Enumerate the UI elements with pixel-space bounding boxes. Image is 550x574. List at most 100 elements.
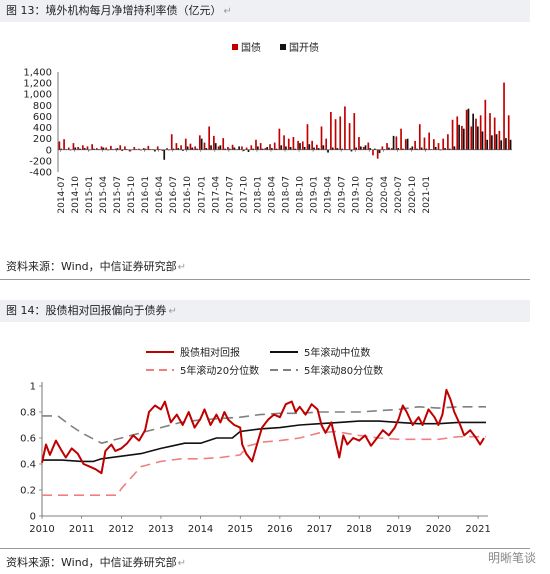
bar-treasury xyxy=(484,99,487,150)
bar-policy-bank xyxy=(74,147,77,150)
bar-treasury xyxy=(479,115,482,150)
bar-policy-bank xyxy=(172,148,175,150)
bar-policy-bank xyxy=(434,147,437,150)
bar-treasury xyxy=(423,137,426,150)
bar-treasury xyxy=(147,145,150,150)
bar-policy-bank xyxy=(481,131,484,150)
bar-treasury xyxy=(381,146,384,150)
bar-policy-bank xyxy=(271,148,273,150)
bar-treasury xyxy=(255,139,257,150)
bar-treasury xyxy=(133,147,136,150)
bar-policy-bank xyxy=(228,148,231,150)
bar-treasury xyxy=(320,126,323,150)
figure-14-source-text: 资料来源：Wind，中信证券研究部 xyxy=(6,556,177,569)
bar-policy-bank xyxy=(144,148,147,150)
bar-treasury xyxy=(245,147,248,150)
bar-policy-bank xyxy=(242,149,245,151)
bar-policy-bank xyxy=(378,149,381,154)
bar-policy-bank xyxy=(83,148,86,150)
bar-treasury xyxy=(189,143,192,150)
bar-policy-bank xyxy=(331,147,334,150)
x-tick-label: 2017-10 xyxy=(239,176,249,214)
bar-policy-bank xyxy=(205,148,208,150)
bar-treasury xyxy=(86,146,89,150)
bar-policy-bank xyxy=(491,135,493,150)
x-tick-label: 2018-10 xyxy=(296,176,306,214)
bar-policy-bank xyxy=(177,148,180,150)
bar-policy-bank xyxy=(60,148,63,150)
series-line-0 xyxy=(41,388,485,475)
bar-policy-bank xyxy=(467,108,470,150)
bar-treasury xyxy=(428,132,430,150)
figure-13-source-text: 资料来源：Wind，中信证券研究部 xyxy=(6,260,177,273)
legend-label-1: 5年滚动中位数 xyxy=(304,346,370,359)
bar-treasury xyxy=(465,109,468,150)
bar-chart-bond-holdings: 国债 国开债 -400-20002004006008001,0001,2001,40… xyxy=(23,41,512,214)
x-tick-label: 2017-01 xyxy=(197,176,207,214)
bar-policy-bank xyxy=(476,126,479,150)
x-tick-label: 2019-01 xyxy=(310,176,320,214)
x-tick-label: 2019-10 xyxy=(352,176,362,214)
bar-policy-bank xyxy=(116,148,119,150)
divider xyxy=(0,279,530,280)
figure-13-source: 资料来源：Wind，中信证券研究部↵ xyxy=(6,260,187,273)
y-tick-label: 400 xyxy=(33,123,52,134)
x-tick-label: 2013 xyxy=(148,524,173,535)
bar-treasury xyxy=(72,143,75,150)
bar-policy-bank xyxy=(294,148,297,150)
bar-treasury xyxy=(507,115,510,150)
x-tick-label: 2014 xyxy=(188,524,213,535)
bar-policy-bank xyxy=(210,145,212,150)
y-tick-label: 1,200 xyxy=(23,79,52,90)
x-tick-label: 2015-04 xyxy=(99,176,109,214)
bar-treasury xyxy=(250,145,253,150)
bar-policy-bank xyxy=(224,148,226,150)
y-tick-label: 1,000 xyxy=(23,90,52,101)
bar-treasury xyxy=(124,146,126,150)
bar-policy-bank xyxy=(252,148,255,150)
bar-treasury xyxy=(301,141,304,150)
bar-treasury xyxy=(475,118,477,150)
bar-treasury xyxy=(306,124,309,150)
bar-policy-bank xyxy=(275,148,278,150)
legend-label-2: 5年滚动20分位数 xyxy=(180,364,259,377)
bar-treasury xyxy=(353,113,356,150)
bar-policy-bank xyxy=(509,139,512,150)
bar-policy-bank xyxy=(444,148,446,150)
bar-policy-bank xyxy=(406,138,409,150)
x-tick-label: 2020-04 xyxy=(380,176,390,214)
bar-treasury xyxy=(287,138,290,150)
figure-14-title-text: 图 14：股债相对回报偏向于债券 xyxy=(6,304,167,317)
bar-treasury xyxy=(128,149,131,152)
x-tick-label: 2016-10 xyxy=(183,176,193,214)
bar-policy-bank xyxy=(102,147,105,150)
y-tick-label: 0.8 xyxy=(20,408,36,419)
figure-14-source: 资料来源：Wind，中信证券研究部↵ xyxy=(6,556,187,569)
bar-policy-bank xyxy=(121,149,123,151)
bar-treasury xyxy=(142,148,145,150)
bar-policy-bank xyxy=(411,146,414,150)
bar-policy-bank xyxy=(364,145,367,150)
x-tick-label: 2019 xyxy=(386,524,411,535)
x-tick-label: 2018-07 xyxy=(282,176,292,214)
bar-treasury xyxy=(292,137,295,150)
legend-label-0: 国债 xyxy=(241,41,261,54)
bar-treasury xyxy=(208,126,211,150)
bar-treasury xyxy=(241,146,243,150)
y-tick-label: 800 xyxy=(33,101,52,112)
bar-treasury xyxy=(339,116,342,150)
bar-treasury xyxy=(184,138,187,150)
legend-swatch-0 xyxy=(232,44,238,50)
bar-treasury xyxy=(63,139,65,150)
bar-policy-bank xyxy=(214,143,217,150)
bar-treasury xyxy=(461,125,463,150)
bar-policy-bank xyxy=(191,147,194,150)
bar-policy-bank xyxy=(313,147,315,150)
x-tick-label: 2020-07 xyxy=(394,176,404,214)
bar-policy-bank xyxy=(369,148,372,150)
x-tick-label: 2016-01 xyxy=(141,176,151,214)
bar-treasury xyxy=(175,143,178,150)
bar-treasury xyxy=(330,112,332,150)
x-tick-label: 2017 xyxy=(307,524,332,535)
divider xyxy=(0,548,530,549)
